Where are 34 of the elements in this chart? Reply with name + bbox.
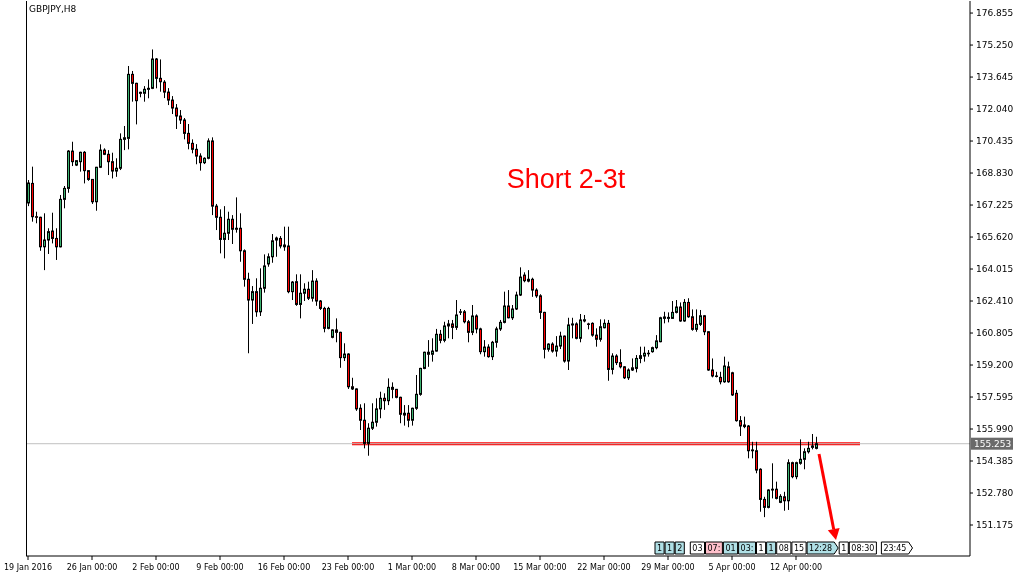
annotation: 23:45 bbox=[883, 544, 907, 553]
x-tick-label: 16 Feb 00:00 bbox=[257, 563, 311, 572]
y-tick-label: 170.435 bbox=[976, 136, 1014, 147]
x-tick-label: 15 Mar 00:00 bbox=[513, 563, 567, 572]
y-tick-label: 155.990 bbox=[976, 424, 1014, 435]
x-tick-label: 22 Mar 00:00 bbox=[577, 563, 631, 572]
y-tick-label: 167.225 bbox=[976, 200, 1014, 211]
y-tick-label: 173.645 bbox=[976, 72, 1014, 83]
y-tick-label: 165.620 bbox=[976, 232, 1014, 243]
x-tick-label: 2 Feb 00:00 bbox=[132, 563, 180, 572]
y-tick-label: 162.410 bbox=[976, 296, 1014, 307]
y-tick-label: 172.040 bbox=[976, 104, 1014, 115]
x-tick-label: 9 Feb 00:00 bbox=[196, 563, 244, 572]
y-tick-label: 157.595 bbox=[976, 392, 1014, 403]
x-tick-label: 8 Mar 00:00 bbox=[451, 563, 501, 572]
annotation: 12:28 bbox=[809, 544, 833, 553]
y-tick-label: 159.200 bbox=[976, 360, 1014, 371]
y-tick-label: 151.175 bbox=[976, 520, 1014, 531]
y-tick-label: 164.015 bbox=[976, 264, 1014, 275]
x-tick-label: 12 Apr 00:00 bbox=[769, 563, 823, 572]
x-tick-label: 1 Mar 00:00 bbox=[387, 563, 437, 572]
x-tick-label: 5 Apr 00:00 bbox=[708, 563, 756, 572]
x-tick-label: 23 Feb 00:00 bbox=[321, 563, 375, 572]
y-tick-label: 176.855 bbox=[976, 8, 1014, 19]
y-tick-label: 175.250 bbox=[976, 40, 1014, 51]
chart-title: GBPJPY,H8 bbox=[29, 4, 77, 14]
y-tick-label: 154.385 bbox=[976, 456, 1014, 467]
annotation: Short 2-3t bbox=[506, 164, 626, 194]
y-tick-label: 152.780 bbox=[976, 488, 1014, 499]
y-tick-label: 160.805 bbox=[976, 328, 1014, 339]
y-tick-label: 168.830 bbox=[976, 168, 1014, 179]
x-tick-label: 26 Jan 00:00 bbox=[66, 563, 118, 572]
x-tick-label: 29 Mar 00:00 bbox=[641, 563, 695, 572]
x-tick-label: 19 Jan 2016 bbox=[4, 563, 52, 572]
